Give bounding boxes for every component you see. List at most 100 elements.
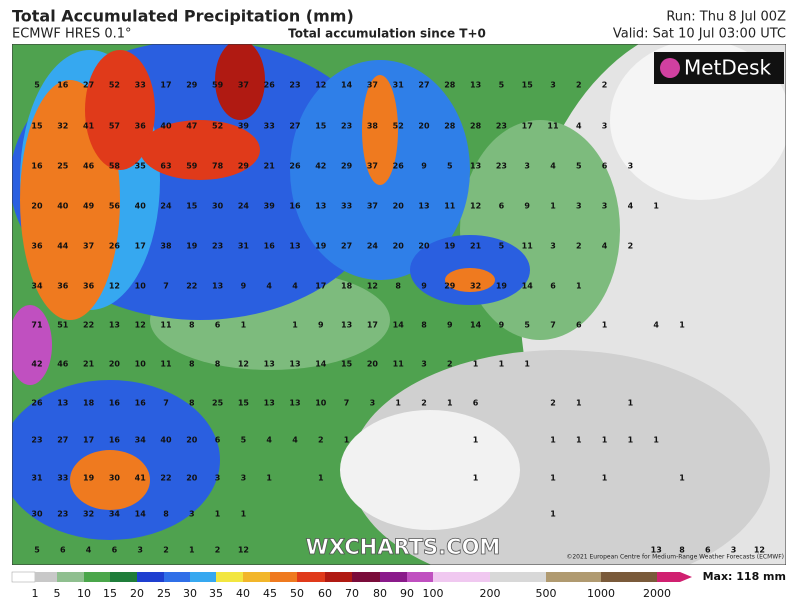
grid-value: 1: [241, 321, 247, 330]
grid-value: 10: [135, 360, 147, 369]
colorbar-segment: [325, 572, 352, 582]
grid-value: 1: [628, 399, 634, 408]
grid-value: 1: [653, 202, 659, 211]
grid-value: 1: [679, 474, 685, 483]
run: Run: Thu 8 Jul 00Z: [666, 10, 786, 25]
grid-value: 10: [135, 282, 147, 291]
valid: Valid: Sat 10 Jul 03:00 UTC: [613, 27, 786, 42]
logo: MetDesk: [654, 52, 784, 84]
grid-value: 5: [499, 242, 505, 251]
grid-value: 1: [576, 399, 582, 408]
grid-value: 2: [628, 242, 634, 251]
colorbar-segment: [270, 572, 297, 582]
grid-value: 23: [212, 242, 223, 251]
grid-value: 15: [238, 399, 250, 408]
grid-value: 37: [367, 81, 378, 90]
grid-value: 3: [370, 399, 376, 408]
grid-value: 11: [444, 202, 456, 211]
grid-value: 13: [315, 202, 326, 211]
grid-value: 46: [57, 360, 69, 369]
grid-value: 13: [264, 360, 275, 369]
colorbar-segment: [297, 572, 325, 582]
watermark: WXCHARTS.COM: [306, 535, 501, 559]
colorbar-segment: [657, 572, 680, 582]
grid-value: 9: [318, 321, 324, 330]
grid-value: 1: [550, 202, 556, 211]
grid-value: 6: [473, 399, 479, 408]
grid-value: 36: [135, 122, 147, 131]
grid-value: 30: [212, 202, 224, 211]
grid-value: 22: [186, 282, 197, 291]
grid-value: 46: [83, 162, 95, 171]
grid-value: 2: [602, 81, 608, 90]
grid-value: 30: [31, 510, 43, 519]
grid-value: 26: [393, 162, 405, 171]
grid-value: 38: [367, 122, 379, 131]
grid-value: 3: [602, 122, 608, 131]
grid-value: 1: [550, 474, 556, 483]
grid-value: 23: [289, 81, 300, 90]
grid-value: 52: [109, 81, 120, 90]
grid-value: 6: [602, 162, 608, 171]
grid-value: 23: [496, 162, 507, 171]
grid-value: 3: [137, 546, 143, 555]
grid-value: 1: [292, 321, 298, 330]
grid-value: 40: [160, 122, 172, 131]
colorbar-segment: [490, 572, 546, 582]
grid-value: 25: [57, 162, 69, 171]
grid-value: 1: [653, 436, 659, 445]
grid-value: 2: [318, 436, 324, 445]
grid-value: 12: [315, 81, 326, 90]
grid-value: 59: [186, 162, 198, 171]
grid-value: 20: [393, 242, 405, 251]
grid-value: 6: [550, 282, 556, 291]
grid-value: 1: [679, 321, 685, 330]
grid-value: 1: [550, 436, 556, 445]
colorbar-segment: [601, 572, 657, 582]
grid-value: 2: [576, 81, 582, 90]
grid-value: 26: [264, 81, 276, 90]
colorbar-segment: [433, 572, 490, 582]
grid-value: 1: [189, 546, 195, 555]
colorbar-segment: [137, 572, 164, 582]
grid-value: 5: [241, 436, 247, 445]
colorbar-label: 10: [77, 587, 91, 600]
grid-value: 16: [57, 81, 69, 90]
colorbar: 1 5 10 15 20 25 30 35 40 45 50 60 70 80 90 100 200 500 100…: [11, 571, 692, 600]
grid-value: 1: [602, 321, 608, 330]
grid-value: 52: [393, 122, 404, 131]
grid-value: 15: [31, 122, 43, 131]
grid-value: 33: [135, 81, 146, 90]
colorbar-label: 20: [130, 587, 144, 600]
grid-value: 26: [31, 399, 43, 408]
grid-value: 19: [186, 242, 198, 251]
value-grid: 5 16 27 52 33 17 29 59 37 26 23 12 14 37 31 27 28 13 5 15 3 2…: [31, 81, 765, 555]
grid-value: 42: [31, 360, 42, 369]
grid-value: 27: [341, 242, 352, 251]
grid-value: 5: [499, 81, 505, 90]
grid-value: 57: [109, 122, 120, 131]
grid-value: 17: [135, 242, 146, 251]
grid-value: 23: [496, 122, 507, 131]
grid-value: 1: [602, 436, 608, 445]
colorbar-label: 25: [157, 587, 171, 600]
grid-value: 1: [602, 474, 608, 483]
grid-value: 3: [421, 360, 427, 369]
grid-value: 5: [34, 546, 40, 555]
grid-value: 41: [135, 474, 147, 483]
grid-value: 52: [212, 122, 223, 131]
grid-value: 24: [160, 202, 172, 211]
colorbar-segment: [352, 572, 380, 582]
grid-value: 27: [289, 122, 300, 131]
grid-value: 9: [421, 162, 427, 171]
grid-value: 8: [215, 360, 221, 369]
grid-value: 20: [109, 360, 121, 369]
grid-value: 11: [522, 242, 534, 251]
grid-value: 28: [444, 122, 456, 131]
grid-value: 19: [83, 474, 95, 483]
grid-value: 14: [135, 510, 147, 519]
grid-value: 9: [499, 321, 505, 330]
grid-value: 47: [186, 122, 197, 131]
grid-value: 17: [160, 81, 171, 90]
